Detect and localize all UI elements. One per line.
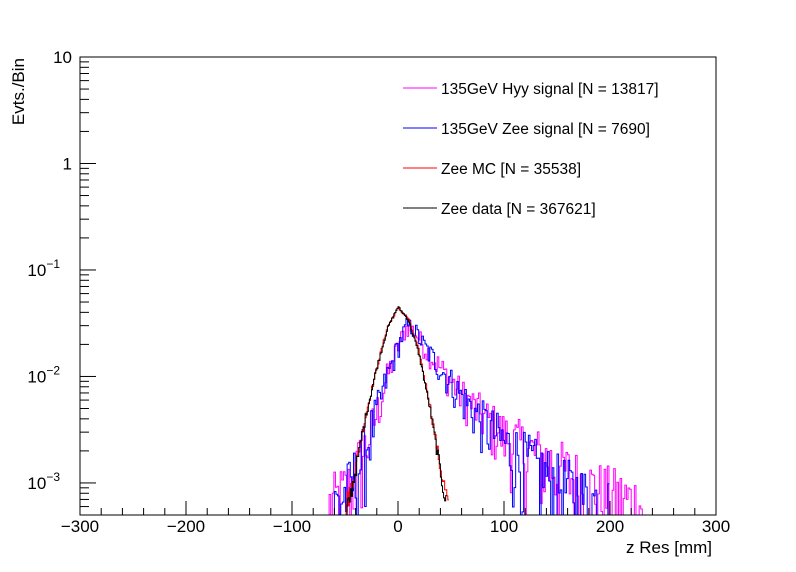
series-135gev-zee-signal	[333, 317, 610, 516]
y-tick-label: 10−1	[27, 257, 60, 280]
axes-layer: −300 −200 −100 0 100 200 300 10 1 10−1 10−2 10−3	[27, 48, 730, 536]
x-tick-label: −200	[167, 517, 205, 536]
legend-label: Zee MC [N = 35538]	[441, 161, 581, 178]
legend-label: Zee data [N = 367621]	[441, 201, 596, 218]
y-tick-label: 10−3	[27, 470, 60, 493]
x-axis-label: z Res [mm]	[626, 538, 712, 557]
legend: 135GeV Hyy signal [N = 13817] 135GeV Zee …	[403, 81, 659, 218]
x-tick-label: 0	[393, 517, 402, 536]
series-zee-data	[346, 306, 447, 515]
legend-label: 135GeV Zee signal [N = 7690]	[441, 121, 650, 138]
y-tick-label: 10	[53, 48, 72, 67]
y-tick-label: 10−2	[27, 363, 60, 386]
x-tick-label: −300	[61, 517, 99, 536]
y-axis-label: Evts./Bin	[9, 58, 28, 125]
x-tick-label: 200	[596, 517, 624, 536]
legend-label: 135GeV Hyy signal [N = 13817]	[441, 81, 659, 98]
x-tick-label: 300	[702, 517, 730, 536]
x-tick-label: −100	[273, 517, 311, 536]
x-tick-label: 100	[490, 517, 518, 536]
y-tick-label: 1	[63, 154, 72, 173]
